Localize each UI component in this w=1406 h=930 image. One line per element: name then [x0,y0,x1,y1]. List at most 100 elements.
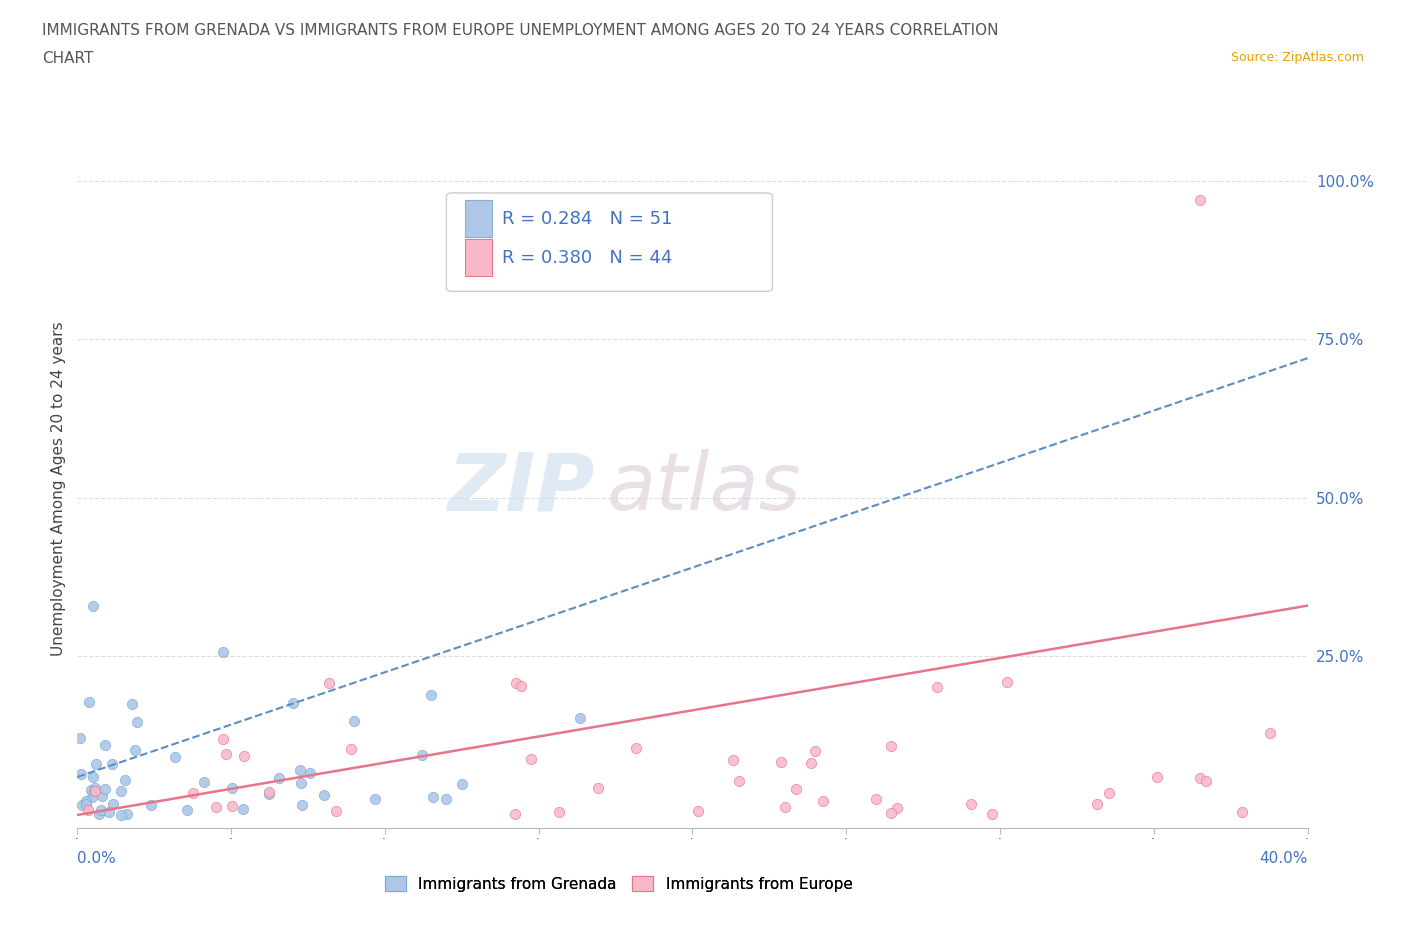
Point [785,782,807,797]
Point [121,697,143,711]
Point [75,793,97,808]
Point [232,802,254,817]
Point [97,804,120,819]
Point [800,755,823,770]
Point [773,800,796,815]
Point [70,798,93,813]
Point [340,742,363,757]
Point [298,766,321,781]
Point [1230,805,1253,820]
Point [259,787,281,802]
Point [1085,797,1108,812]
Point [124,742,146,757]
Point [91,789,114,804]
Point [84,756,107,771]
FancyBboxPatch shape [465,200,492,237]
Point [411,747,433,762]
Point [82,598,104,613]
Point [1098,786,1121,801]
Point [212,732,235,747]
Point [434,792,457,807]
Text: Source: ZipAtlas.com: Source: ZipAtlas.com [1230,51,1364,64]
Point [221,798,243,813]
Point [769,755,792,770]
Point [115,807,138,822]
Point [503,806,526,821]
Point [686,804,709,818]
Point [204,799,226,814]
Y-axis label: Unemployment Among Ages 20 to 24 years: Unemployment Among Ages 20 to 24 years [51,321,66,656]
Text: R = 0.284   N = 51: R = 0.284 N = 51 [502,210,672,228]
Point [77,695,100,710]
Point [83,783,105,798]
FancyBboxPatch shape [465,239,492,276]
Point [728,774,751,789]
Point [83,781,105,796]
Text: IMMIGRANTS FROM GRENADA VS IMMIGRANTS FROM EUROPE UNEMPLOYMENT AMONG AGES 20 TO : IMMIGRANTS FROM GRENADA VS IMMIGRANTS FR… [42,23,998,38]
Point [995,674,1018,689]
Point [1188,193,1211,207]
Point [290,763,312,777]
Point [510,678,533,693]
Text: R = 0.380   N = 44: R = 0.380 N = 44 [502,249,672,267]
Point [314,788,336,803]
Text: atlas: atlas [606,449,801,527]
Point [1195,774,1218,789]
Point [84,783,107,798]
Point [1189,770,1212,785]
Point [547,804,569,819]
Point [422,790,444,804]
Point [886,801,908,816]
Text: CHART: CHART [42,51,94,66]
Point [804,744,827,759]
Point [163,750,186,764]
Point [925,679,948,694]
Point [586,780,609,795]
Point [451,777,474,791]
Point [981,806,1004,821]
Point [233,749,256,764]
Point [519,751,541,766]
Point [568,711,591,725]
Point [364,791,387,806]
Point [70,766,93,781]
Point [193,775,215,790]
Point [880,738,903,753]
Point [291,798,314,813]
Point [211,644,233,659]
Text: 40.0%: 40.0% [1260,851,1308,866]
Point [90,803,112,817]
Point [103,796,125,811]
Point [82,790,104,804]
Point [811,794,834,809]
Point [865,791,887,806]
Point [1258,725,1281,740]
Point [325,804,347,818]
Point [94,781,117,796]
Point [624,740,647,755]
Point [960,796,983,811]
Point [125,715,148,730]
Point [880,805,903,820]
Legend: Immigrants from Grenada, Immigrants from Europe: Immigrants from Grenada, Immigrants from… [378,870,859,898]
Point [283,696,305,711]
Point [1146,770,1168,785]
Point [420,688,443,703]
Point [77,803,100,817]
Point [318,675,340,690]
Point [110,807,132,822]
Point [94,737,117,752]
Point [721,753,744,768]
Point [139,798,162,813]
Point [181,786,204,801]
Text: 0.0%: 0.0% [77,851,117,866]
FancyBboxPatch shape [447,193,772,291]
Point [221,780,243,795]
Point [114,772,136,787]
Point [82,770,104,785]
Point [215,747,238,762]
Point [290,776,312,790]
Point [69,730,91,745]
Point [257,785,280,800]
Point [80,783,103,798]
